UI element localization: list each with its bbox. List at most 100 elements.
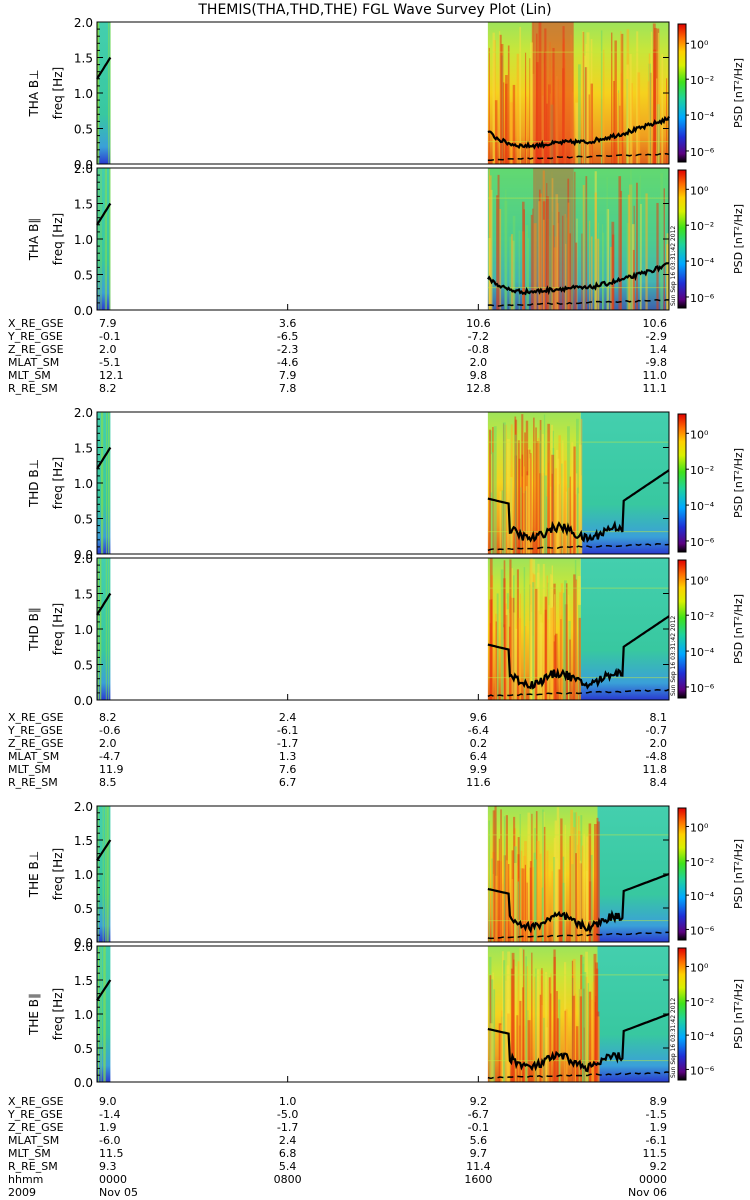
spectral-stripe — [527, 1020, 531, 1082]
y-tick-label: 0.5 — [74, 902, 93, 916]
spectral-stripe — [532, 208, 534, 310]
date-axis-label: Nov 06 — [628, 1186, 667, 1199]
spectral-stripe — [516, 865, 519, 942]
spectral-stripe — [514, 434, 517, 554]
spectral-stripe — [491, 599, 493, 700]
spectral-stripe — [510, 968, 513, 1082]
y-tick-label: 1.0 — [74, 477, 93, 491]
ephemeris-label: MLAT_SM — [8, 356, 59, 369]
spectral-stripe — [512, 215, 516, 310]
spectral-stripe — [489, 623, 492, 700]
ephemeris-value: 10.6 — [643, 317, 668, 330]
spectral-stripe — [541, 434, 545, 554]
spectral-stripe — [499, 209, 502, 310]
spectral-stripe — [547, 423, 550, 554]
colorbar-tick-label: 10⁰ — [690, 38, 709, 51]
y-tick-label: 1.5 — [74, 588, 93, 602]
spectral-stripe — [590, 83, 594, 164]
spectral-stripe — [500, 569, 504, 700]
ephemeris-table-thd: X_RE_GSE 8.2 2.4 9.6 8.1 Y_RE_GSE -0.6 -6.1 -6.4… — [7, 711, 667, 789]
colorbar-tick-label: 10⁻⁴ — [690, 1030, 715, 1043]
ephemeris-label: MLT_SM — [8, 369, 51, 382]
spectral-stripe — [501, 490, 504, 554]
colorbar-tick-label: 10⁰ — [690, 821, 709, 834]
y-tick-label: 2.0 — [74, 800, 93, 814]
ephemeris-value: 12.8 — [466, 382, 491, 395]
gyrofrequency-curve — [487, 469, 670, 544]
ephemeris-value: -1.7 — [277, 737, 298, 750]
ephemeris-value: -0.7 — [646, 724, 667, 737]
spectral-stripe — [542, 563, 545, 700]
colorbar-tick-label: 10⁰ — [690, 428, 709, 441]
spectral-stripe — [558, 999, 561, 1082]
spectral-stripe — [509, 236, 513, 310]
ephemeris-value: -5.0 — [277, 1108, 298, 1121]
spectral-stripe — [494, 806, 497, 942]
spectral-stripe — [543, 414, 546, 554]
ephemeris-value: 3.6 — [279, 317, 297, 330]
ephemeris-value: 2.0 — [99, 737, 117, 750]
ephemeris-label: Z_RE_GSE — [8, 343, 64, 356]
gyrofrequency-curve-start — [96, 592, 112, 616]
spectral-stripe — [493, 426, 497, 554]
spectral-stripe — [528, 448, 530, 554]
spectral-stripe — [522, 466, 525, 554]
ephemeris-value: 9.2 — [650, 1160, 668, 1173]
ephemeris-value: 2.0 — [650, 737, 668, 750]
colorbar — [677, 947, 687, 1081]
colorbar-tick-label: 10⁻⁶ — [690, 1064, 715, 1077]
ephemeris-value: -4.6 — [277, 356, 298, 369]
colorbar-tick-label: 10⁰ — [690, 184, 709, 197]
timestamp-label: Sun Sep 16 03:31:42 2012 — [670, 226, 677, 306]
ephemeris-value: -2.3 — [277, 343, 298, 356]
spectral-stripe — [107, 412, 109, 554]
spectral-stripe — [529, 58, 531, 165]
spectral-stripe — [530, 214, 533, 310]
spectral-stripe — [587, 833, 590, 942]
ephemeris-value: -9.8 — [646, 356, 667, 369]
spectral-stripe — [576, 487, 579, 554]
spectral-stripe — [636, 31, 639, 164]
ephemeris-label: R_RE_SM — [8, 1160, 58, 1173]
spectral-stripe — [574, 171, 576, 310]
spectral-stripe — [617, 92, 620, 164]
spectral-stripe — [495, 621, 497, 700]
spectral-stripe — [497, 174, 500, 310]
y-axis-label: freq [Hz] — [51, 988, 65, 1040]
colorbar — [677, 807, 687, 941]
spectral-stripe — [532, 582, 535, 700]
spectral-stripe — [519, 26, 522, 165]
ephemeris-table-the: X_RE_GSE 9.0 1.0 9.2 8.9 Y_RE_GSE -1.4 -5.0 -6.7… — [7, 1095, 667, 1173]
ephemeris-value: -6.7 — [468, 1108, 489, 1121]
spectral-stripe — [588, 823, 592, 942]
ephemeris-value: -6.0 — [99, 1134, 120, 1147]
ephemeris-label: X_RE_GSE — [8, 317, 64, 330]
spectral-stripe — [547, 619, 550, 700]
panel-label: THE B⊥ — [27, 851, 41, 898]
ephemeris-value: 9.2 — [470, 1095, 488, 1108]
ephemeris-value: 9.9 — [470, 763, 488, 776]
y-axis-label: freq [Hz] — [51, 848, 65, 900]
spectral-stripe — [606, 209, 610, 310]
ephemeris-value: 0.2 — [470, 737, 488, 750]
harmonic-curve — [487, 931, 669, 940]
spectral-stripe — [580, 418, 583, 554]
gyrofrequency-curve-start — [96, 202, 112, 226]
spectral-stripe — [573, 574, 576, 700]
y-tick-label: 1.0 — [74, 233, 93, 247]
panel-label: THD B⊥ — [27, 459, 41, 508]
colorbar-tick-label: 10⁰ — [690, 574, 709, 587]
spectral-stripe — [502, 422, 506, 554]
spectral-stripe — [596, 821, 600, 942]
spectral-stripe — [554, 635, 556, 700]
spectral-stripe — [534, 859, 537, 942]
spectral-stripe — [510, 477, 513, 554]
panel-label: THA B∥ — [27, 218, 41, 262]
spectral-stripe — [569, 233, 572, 310]
spectral-stripe — [540, 430, 542, 554]
gyrofrequency-curve — [487, 1012, 670, 1073]
spectral-stripe — [551, 178, 554, 310]
spectral-stripe — [524, 432, 526, 554]
spectral-stripe — [513, 612, 516, 700]
spectral-stripe — [656, 78, 658, 164]
